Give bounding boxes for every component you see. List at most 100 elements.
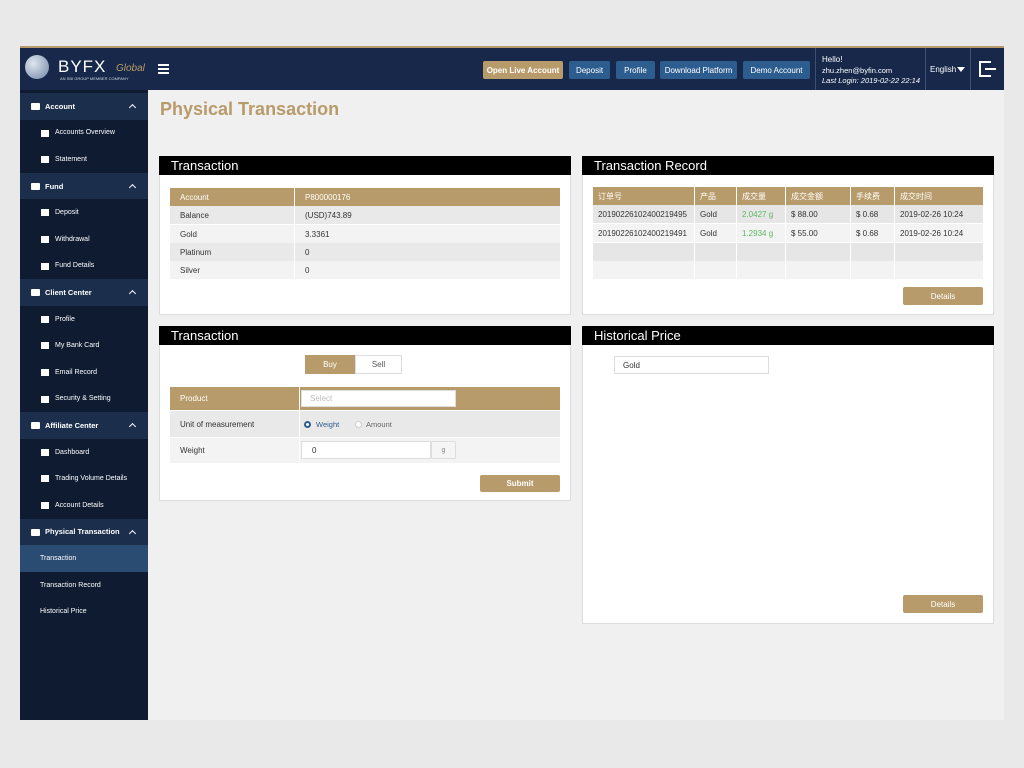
record-cell: $ 0.68 [851, 205, 895, 223]
header-button[interactable]: Open Live Account [483, 61, 563, 79]
sidebar-item[interactable]: Account Details [55, 501, 104, 509]
record-cell: 2019-02-26 10:24 [895, 205, 984, 223]
item-icon [41, 395, 49, 403]
column-header: 产品 [695, 187, 737, 205]
item-icon [41, 502, 49, 509]
divider [925, 48, 926, 90]
menu-icon[interactable] [158, 64, 169, 74]
sidebar-section[interactable]: Physical Transaction [20, 518, 148, 546]
info-label: Account [170, 188, 295, 206]
panel-title: Historical Price [582, 326, 994, 345]
input-unit: g [431, 441, 456, 459]
sidebar-item[interactable]: Transaction [20, 545, 148, 572]
logo: BYFX [58, 57, 107, 76]
form-label: Weight [170, 438, 300, 463]
details-button[interactable]: Details [903, 595, 983, 613]
sidebar-item[interactable]: Trading Volume Details [55, 475, 128, 483]
record-cell: 1.2934 g [737, 224, 786, 242]
submit-button[interactable]: Submit [480, 475, 560, 492]
sidebar-item[interactable]: Security & Setting [55, 395, 111, 403]
select[interactable]: Gold [614, 356, 769, 374]
panel [582, 326, 994, 624]
sidebar-section[interactable]: Fund [20, 172, 148, 200]
section-icon [31, 289, 40, 297]
item-icon [41, 236, 49, 243]
record-cell: $ 88.00 [786, 205, 851, 223]
top-accent [20, 46, 1004, 48]
sidebar-item[interactable]: Statement [55, 155, 87, 163]
header-button[interactable]: Deposit [569, 61, 610, 79]
logout-icon[interactable] [979, 61, 991, 77]
tab-buy[interactable]: Buy [305, 355, 355, 374]
record-cell [737, 243, 786, 261]
section-icon [31, 103, 40, 110]
info-value: (USD)743.89 [295, 206, 560, 224]
sidebar-item[interactable]: Historical Price [40, 608, 87, 616]
radio-label: Weight [316, 420, 340, 429]
column-header: 订单号 [593, 187, 695, 205]
panel-title: Transaction Record [582, 156, 994, 175]
page-title: Physical Transaction [160, 99, 340, 119]
item-icon [41, 475, 49, 483]
record-cell [593, 261, 695, 279]
radio-label: Amount [366, 420, 392, 429]
record-cell [851, 243, 895, 261]
record-cell: 20190226102400219495 [593, 205, 695, 223]
divider [970, 48, 971, 90]
form-label: Product [170, 387, 300, 410]
item-icon [41, 209, 49, 217]
info-value: 3.3361 [295, 225, 560, 243]
section-icon [31, 182, 40, 190]
record-cell [895, 243, 984, 261]
details-button[interactable]: Details [903, 287, 983, 305]
item-icon [41, 129, 49, 137]
info-value: 0 [295, 243, 560, 261]
record-cell: 2019-02-26 10:24 [895, 224, 984, 242]
language[interactable]: English [930, 65, 957, 74]
tagline: AN SBI GROUP MEMBER COMPANY [60, 76, 129, 81]
header-button[interactable]: Profile [616, 61, 655, 79]
input[interactable]: 0 [301, 441, 431, 459]
logout-arrow [985, 68, 996, 70]
logo-mark [25, 55, 49, 79]
sidebar-section[interactable]: Client Center [20, 279, 148, 306]
header-button[interactable]: Demo Account [743, 61, 810, 79]
radio-on[interactable] [304, 421, 311, 428]
record-cell: 2.0427 g [737, 205, 786, 223]
info-label: Balance [170, 206, 295, 224]
sidebar-item[interactable]: Profile [55, 315, 75, 323]
radio-off[interactable] [355, 421, 362, 428]
select[interactable]: Select [301, 390, 456, 407]
sidebar-item[interactable]: Dashboard [55, 448, 90, 456]
info-value: P800000176 [295, 188, 560, 206]
record-cell [851, 261, 895, 279]
email: zhu.zhen@byfin.com [822, 66, 893, 75]
sidebar-item[interactable]: Email Record [55, 368, 98, 376]
form-row [170, 411, 560, 437]
sidebar-item[interactable]: My Bank Card [55, 342, 100, 350]
sidebar-section[interactable]: Affiliate Center [20, 412, 148, 439]
sidebar-item[interactable]: Fund Details [55, 262, 95, 270]
sidebar-item[interactable]: Deposit [55, 209, 79, 217]
record-cell: 20190226102400219491 [593, 224, 695, 242]
sidebar-item[interactable]: Withdrawal [55, 235, 90, 243]
sidebar-item[interactable]: Transaction Record [40, 581, 101, 589]
record-cell [593, 243, 695, 261]
tab-sell[interactable]: Sell [355, 355, 402, 374]
sidebar-item[interactable]: Accounts Overview [55, 129, 115, 137]
item-icon [41, 262, 49, 270]
header-button[interactable]: Download Platform [660, 61, 737, 79]
column-header: 手续费 [851, 187, 895, 205]
sidebar-section[interactable]: Account [20, 93, 148, 120]
section-icon [31, 528, 40, 536]
info-label: Gold [170, 225, 295, 243]
section-icon [31, 422, 40, 430]
last-login: Last Login: 2019-02-22 22:14 [822, 76, 920, 85]
panel-title: Transaction [159, 326, 571, 345]
form-label: Unit of measurement [170, 411, 300, 437]
record-cell: $ 55.00 [786, 224, 851, 242]
column-header: 成交量 [737, 187, 786, 205]
item-icon [41, 156, 49, 164]
record-cell [786, 243, 851, 261]
info-label: Silver [170, 261, 295, 279]
